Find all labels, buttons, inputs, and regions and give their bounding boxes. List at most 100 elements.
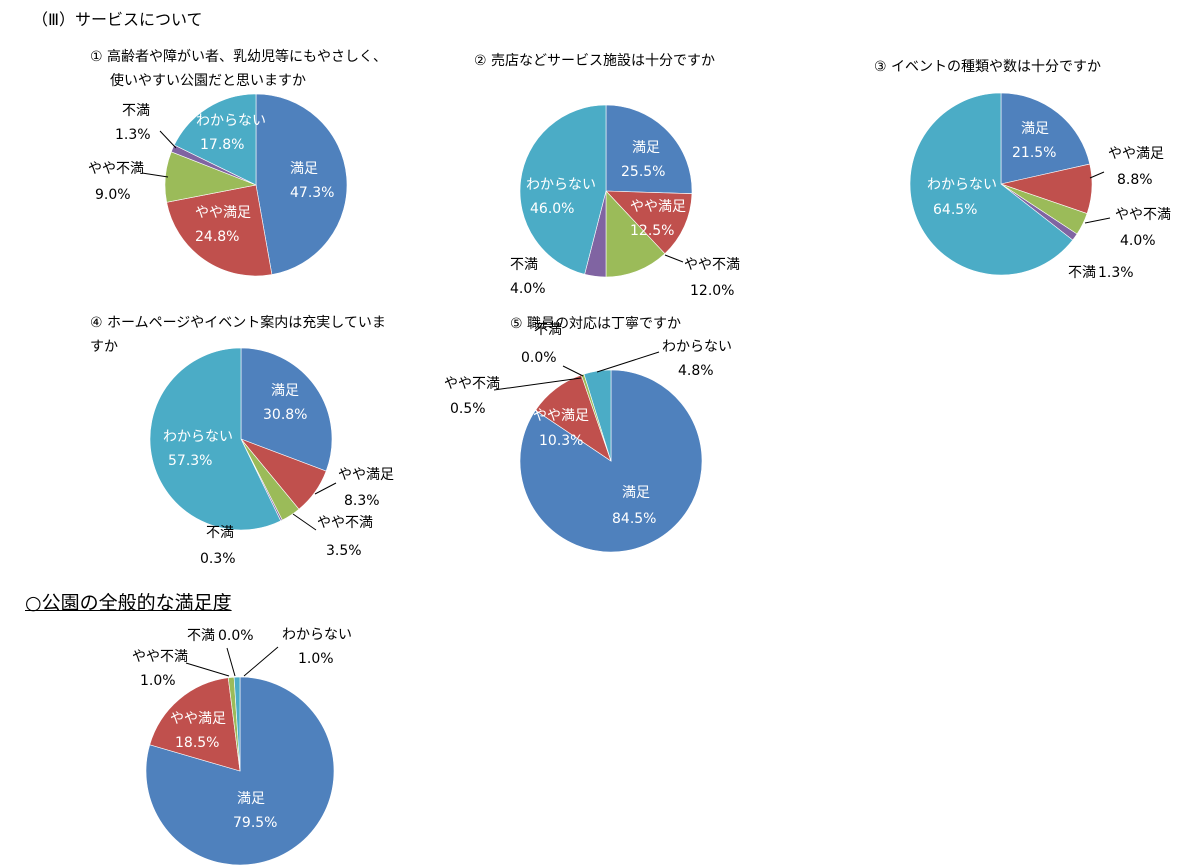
- slice-name-label-q2-4: わからない: [526, 177, 596, 193]
- slice-value-label-q2-4: 46.0%: [530, 201, 574, 217]
- slice-value-label-q2-1: 12.5%: [630, 223, 674, 239]
- slice-name-label-q4-1: やや満足: [338, 467, 394, 483]
- slice-name-label-q4-4: わからない: [163, 429, 233, 445]
- pie-chart-q4: 満足 30.8% やや満足 8.3% やや不満 3.5% 不満 0.3% わからない 57.3%: [149, 347, 394, 567]
- leader-line-q4-2: [292, 513, 317, 531]
- leader-line-q5-4: [596, 351, 660, 373]
- slice-value-label-q4-2: 3.5%: [326, 543, 362, 559]
- pie-slice-q1-4: [173, 93, 257, 186]
- slice-value-label-q3-3: 1.3%: [1098, 265, 1134, 281]
- slice-value-label-q2-0: 25.5%: [621, 164, 665, 180]
- slice-value-label-q3-0: 21.5%: [1012, 145, 1056, 161]
- slice-value-label-q1-1: 24.8%: [195, 229, 239, 245]
- slice-value-label-overall-1: 18.5%: [175, 735, 219, 751]
- slice-value-label-overall-2: 1.0%: [140, 673, 176, 689]
- slice-name-label-q3-0: 満足: [1021, 121, 1049, 137]
- pie-chart-q3: 満足 21.5% やや満足 8.8% やや不満 4.0% 不満 1.3% わからない 64.5%: [909, 92, 1171, 281]
- slice-name-label-overall-2: やや不満: [132, 649, 188, 665]
- slice-name-label-q5-2: やや不満: [444, 376, 500, 392]
- slice-value-label-q1-0: 47.3%: [290, 185, 334, 201]
- slice-name-label-q5-4: わからない: [662, 339, 732, 355]
- slice-name-label-q3-4: わからない: [927, 177, 997, 193]
- slice-value-label-q5-1: 10.3%: [539, 433, 583, 449]
- slice-name-label-q3-1: やや満足: [1108, 146, 1164, 162]
- slice-value-label-q4-4: 57.3%: [168, 453, 212, 469]
- slice-name-label-q2-3: 不満: [510, 257, 538, 273]
- slice-value-label-q1-2: 9.0%: [95, 187, 131, 203]
- slice-value-label-q3-2: 4.0%: [1120, 233, 1156, 249]
- pie-chart-q1: 満足 47.3% やや満足 24.8% やや不満 9.0% 不満 1.3% わからない 17.8%: [88, 93, 348, 277]
- slice-name-label-q5-3: 不満: [534, 322, 562, 338]
- slice-value-label-q4-1: 8.3%: [344, 493, 380, 509]
- leader-line-overall-3: [226, 647, 236, 677]
- slice-value-label-q3-1: 8.8%: [1117, 172, 1153, 188]
- chart-title-q4-line1: ④ ホームページやイベント案内は充実していま: [90, 315, 386, 331]
- slice-name-label-q5-0: 満足: [622, 485, 650, 501]
- slice-name-label-overall-3: 不満: [187, 628, 215, 644]
- slice-value-label-q5-2: 0.5%: [450, 401, 486, 417]
- leader-line-q3-1: [1089, 171, 1105, 179]
- slice-value-label-q4-0: 30.8%: [263, 407, 307, 423]
- leader-line-q3-2: [1084, 217, 1111, 224]
- leader-line-q5-3: [562, 365, 584, 377]
- slice-name-label-q5-1: やや満足: [533, 408, 589, 424]
- leader-line-q2-2: [664, 254, 684, 263]
- chart-title-q3: ③ イベントの種類や数は十分ですか: [874, 59, 1102, 75]
- slice-value-label-q5-4: 4.8%: [678, 363, 714, 379]
- slice-value-label-q4-3: 0.3%: [200, 551, 236, 567]
- section-title: （Ⅲ）サービスについて: [32, 10, 203, 29]
- slice-name-label-overall-1: やや満足: [170, 711, 226, 727]
- pie-slice-q3-4: [909, 92, 1074, 276]
- slice-value-label-overall-0: 79.5%: [233, 815, 277, 831]
- pie-chart-q2: 満足 25.5% やや満足 12.5% やや不満 12.0% 不満 4.0% わからない 46.0…: [510, 104, 740, 299]
- pie-slice-q1-0: [255, 93, 348, 275]
- chart-title-q2: ② 売店などサービス施設は十分ですか: [474, 53, 715, 69]
- chart-title-q4-line2: すか: [90, 339, 118, 355]
- pie-slice-q5-4: [583, 369, 612, 462]
- slice-value-label-q3-4: 64.5%: [933, 202, 977, 218]
- slice-value-label-q2-3: 4.0%: [510, 281, 546, 297]
- pie-chart-q5: 満足 84.5% やや満足 10.3% やや不満 0.5% 不満 0.0% わからない 4.8%: [444, 322, 732, 553]
- slice-name-label-q3-3: 不満: [1068, 265, 1096, 281]
- slice-name-label-q4-2: やや不満: [317, 515, 373, 531]
- pie-chart-overall: 満足 79.5% やや満足 18.5% やや不満 1.0% 不満 0.0% わからない 1.0%: [132, 627, 352, 866]
- leader-line-q1-2: [141, 172, 169, 178]
- slice-name-label-q4-0: 満足: [271, 383, 299, 399]
- chart-title-q5: ⑤ 職員の対応は丁寧ですか: [510, 316, 682, 332]
- slice-value-label-q5-0: 84.5%: [612, 511, 656, 527]
- slice-value-label-q1-4: 17.8%: [200, 137, 244, 153]
- slice-value-label-q1-3: 1.3%: [115, 127, 151, 143]
- pie-slice-q2-0: [605, 104, 693, 195]
- pie-slice-q1-1: [166, 184, 273, 277]
- pie-slice-q2-1: [605, 190, 693, 255]
- slice-name-label-q1-2: やや不満: [88, 161, 144, 177]
- pie-slice-overall-1: [149, 677, 241, 772]
- pie-slice-q4-4: [149, 347, 282, 531]
- pie-slice-q4-0: [240, 347, 333, 472]
- slice-name-label-q1-0: 満足: [290, 161, 318, 177]
- chart-title-q1-line1: ① 高齢者や障がい者、乳幼児等にもやさしく、: [90, 49, 387, 65]
- slice-name-label-q4-3: 不満: [206, 525, 234, 541]
- slice-value-label-q5-3: 0.0%: [521, 350, 557, 366]
- slice-name-label-q2-2: やや不満: [684, 257, 740, 273]
- pie-slice-overall-4: [233, 676, 241, 772]
- slice-value-label-overall-4: 1.0%: [298, 651, 334, 667]
- pie-slice-q3-0: [1000, 92, 1091, 185]
- slice-value-label-q2-2: 12.0%: [690, 283, 734, 299]
- slice-name-label-q2-0: 満足: [632, 140, 660, 156]
- leader-line-q5-2: [493, 377, 582, 391]
- slice-name-label-q3-2: やや不満: [1115, 207, 1171, 223]
- pie-slice-q2-4: [519, 104, 607, 275]
- slice-name-label-q1-3: 不満: [122, 103, 150, 119]
- pie-slice-q2-2: [605, 190, 666, 278]
- slice-name-label-q1-4: わからない: [196, 113, 266, 129]
- slice-name-label-q1-1: やや満足: [195, 205, 251, 221]
- overall-satisfaction-heading: ○公園の全般的な満足度: [25, 592, 232, 614]
- slice-name-label-q2-1: やや満足: [630, 199, 686, 215]
- slice-name-label-overall-4: わからない: [282, 627, 352, 643]
- chart-title-q1-line2: 使いやすい公園だと思いますか: [110, 73, 306, 89]
- leader-line-q4-1: [314, 482, 337, 495]
- leader-line-overall-4: [243, 646, 279, 677]
- slice-name-label-overall-0: 満足: [237, 791, 265, 807]
